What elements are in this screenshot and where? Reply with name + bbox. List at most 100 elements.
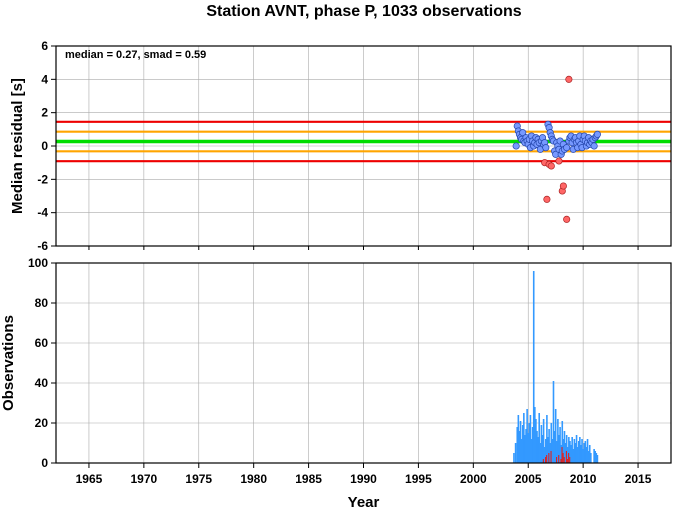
observation-bar bbox=[550, 423, 553, 463]
residual-point bbox=[542, 144, 550, 152]
observation-bar bbox=[563, 431, 566, 463]
outlier-observation-bar bbox=[545, 457, 547, 463]
observation-bar bbox=[534, 407, 536, 463]
observation-bar bbox=[565, 435, 568, 463]
observation-bar bbox=[521, 425, 524, 463]
observation-bar bbox=[552, 381, 555, 463]
observation-bar bbox=[542, 419, 545, 463]
observation-bar bbox=[573, 439, 576, 463]
x-tick-label: 1990 bbox=[350, 472, 377, 486]
observation-bar bbox=[582, 449, 584, 463]
y-tick-label: -4 bbox=[37, 206, 48, 220]
observation-bar bbox=[543, 447, 546, 463]
observation-bar bbox=[539, 443, 542, 463]
residual-point bbox=[512, 142, 520, 150]
observation-bar bbox=[540, 425, 543, 463]
x-tick-label: 1995 bbox=[405, 472, 432, 486]
observation-bar bbox=[580, 445, 582, 463]
observation-bar bbox=[586, 439, 589, 463]
observation-bar bbox=[527, 433, 530, 463]
observation-bar bbox=[520, 439, 523, 463]
outlier-observation-bar bbox=[550, 451, 553, 463]
x-tick-label: 1975 bbox=[185, 472, 212, 486]
x-tick-label: 1965 bbox=[76, 472, 103, 486]
observation-bar bbox=[537, 437, 539, 463]
observation-bar bbox=[594, 451, 597, 463]
observation-bar bbox=[571, 437, 573, 463]
observation-bar bbox=[566, 447, 569, 463]
observation-bar bbox=[588, 445, 591, 463]
observation-bar bbox=[555, 441, 558, 463]
observation-bar bbox=[513, 453, 515, 463]
observation-bar bbox=[558, 435, 560, 463]
observations-grid bbox=[56, 262, 671, 464]
observation-bar bbox=[564, 443, 567, 463]
outlier-observation-bar bbox=[565, 451, 568, 463]
observation-bar bbox=[549, 443, 551, 463]
outlier-point bbox=[547, 162, 555, 170]
chart-title: Station AVNT, phase P, 1033 observations bbox=[206, 3, 521, 20]
y-tick-label: 6 bbox=[41, 39, 48, 53]
y-tick-label: 80 bbox=[35, 296, 49, 310]
observation-bar bbox=[574, 443, 577, 463]
outlier-observation-bar bbox=[566, 459, 569, 463]
observation-bar bbox=[576, 447, 579, 463]
y-tick-label: 100 bbox=[28, 256, 48, 270]
observation-bar bbox=[577, 441, 580, 463]
year-x-axis-label: Year bbox=[348, 494, 380, 511]
x-tick-label: 1985 bbox=[295, 472, 322, 486]
residual-points bbox=[512, 75, 601, 223]
observation-bar bbox=[538, 413, 541, 463]
observations-ticks: 0 20 40 60 80 100 1965 1970 1975 1980 1985 1990 1995… bbox=[28, 256, 652, 486]
outlier-observation-bar bbox=[563, 457, 566, 463]
y-tick-label: 0 bbox=[41, 456, 48, 470]
observations-panel: 0 20 40 60 80 100 1965 1970 1975 1980 1985 1990 1995… bbox=[0, 256, 672, 511]
observation-bar bbox=[593, 449, 595, 463]
outlier-observation-bar bbox=[548, 453, 550, 463]
observation-bar bbox=[525, 429, 527, 463]
y-tick-label: -6 bbox=[37, 239, 48, 253]
y-tick-label: 40 bbox=[35, 376, 49, 390]
observation-bar bbox=[560, 445, 562, 463]
residual-y-ticks: -6 -4 -2 0 2 4 6 bbox=[37, 39, 639, 253]
observation-bar bbox=[535, 419, 537, 463]
observation-bar bbox=[569, 441, 571, 463]
x-tick-label: 2015 bbox=[625, 472, 652, 486]
observation-bar bbox=[514, 443, 517, 463]
x-tick-label: 1980 bbox=[240, 472, 267, 486]
observation-bar bbox=[532, 271, 535, 463]
observation-bar bbox=[528, 423, 531, 463]
observation-bar bbox=[590, 453, 592, 463]
residual-point bbox=[593, 130, 601, 138]
observation-bar bbox=[536, 431, 538, 463]
y-tick-label: -2 bbox=[37, 172, 48, 186]
observation-bar bbox=[557, 419, 559, 463]
residual-y-axis-label: Median residual [s] bbox=[9, 78, 26, 214]
observation-bar bbox=[575, 435, 578, 463]
observation-bar bbox=[541, 435, 544, 463]
observations-y-axis-label: Observations bbox=[0, 315, 17, 411]
observation-bar bbox=[524, 435, 526, 463]
outlier-observation-bar bbox=[568, 453, 570, 463]
observation-bar bbox=[554, 409, 557, 463]
observation-bar bbox=[546, 415, 548, 463]
observation-bar bbox=[531, 427, 534, 463]
observation-bar bbox=[548, 429, 550, 463]
observation-bar bbox=[585, 447, 588, 463]
outlier-point bbox=[563, 215, 571, 223]
observation-bar bbox=[518, 431, 521, 463]
observation-bar bbox=[545, 439, 547, 463]
observation-bars bbox=[513, 271, 599, 463]
observation-bar bbox=[519, 421, 522, 463]
observation-bar bbox=[570, 445, 572, 463]
observation-bar bbox=[526, 409, 528, 463]
observation-bar bbox=[584, 441, 587, 463]
observation-bar bbox=[551, 439, 554, 463]
outlier-point bbox=[543, 195, 551, 203]
observation-bar bbox=[568, 437, 570, 463]
observation-bar bbox=[581, 439, 583, 463]
y-tick-label: 60 bbox=[35, 336, 49, 350]
outlier-observation-bar bbox=[542, 459, 545, 463]
observation-bar bbox=[516, 427, 519, 463]
